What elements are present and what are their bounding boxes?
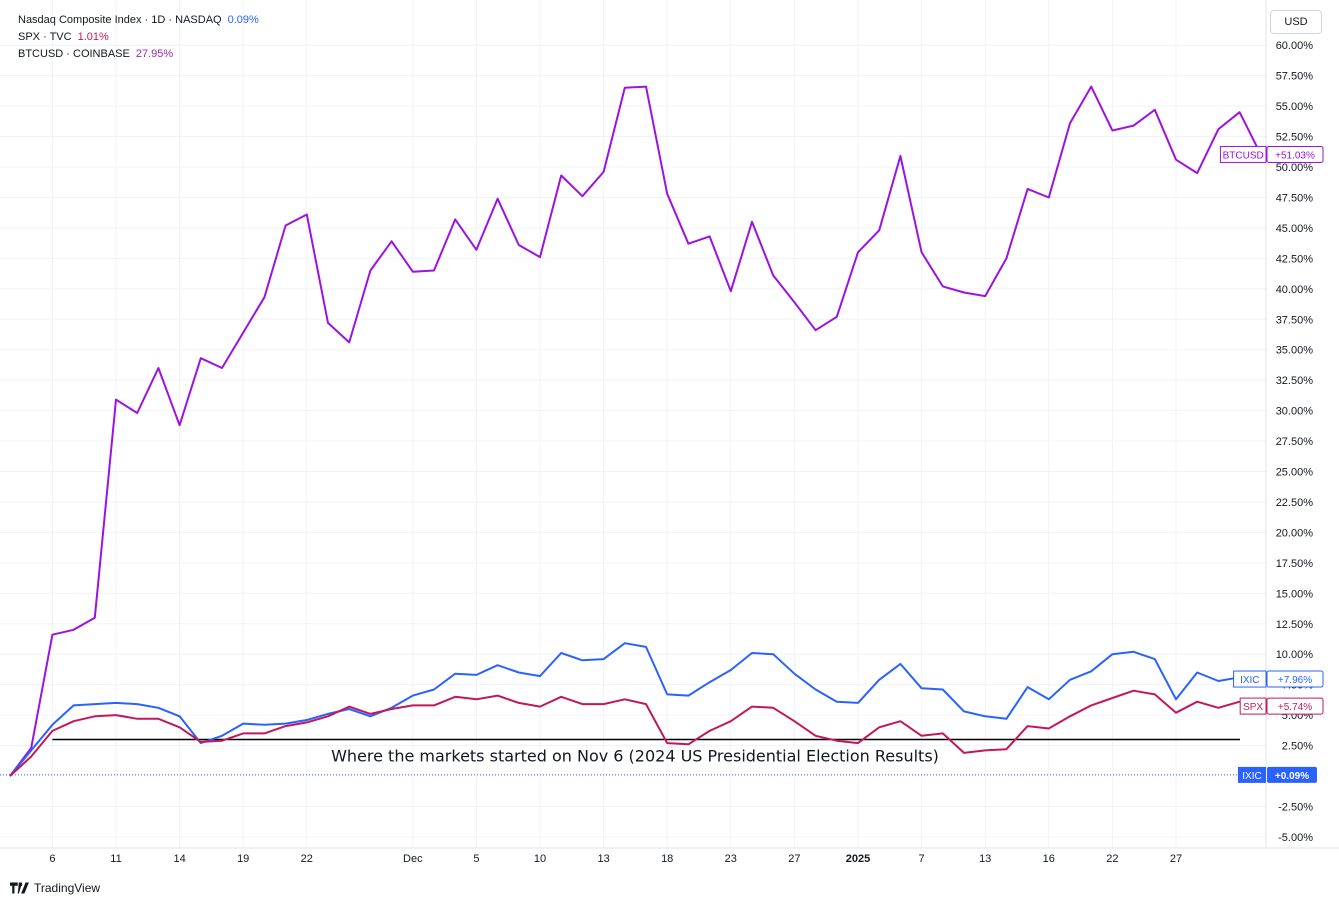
- y-tick-label: 45.00%: [1276, 223, 1314, 235]
- y-tick-label: 35.00%: [1276, 345, 1314, 357]
- legend-value: 0.09%: [227, 14, 259, 26]
- y-tick-label: 47.50%: [1276, 192, 1314, 204]
- reference-line-group: Where the markets started on Nov 6 (2024…: [52, 738, 1240, 765]
- y-tick-label: 15.00%: [1276, 588, 1314, 600]
- x-tick-label: 5: [473, 853, 479, 865]
- legend-name: BTCUSD · COINBASE: [18, 48, 130, 60]
- y-tick-label: -2.50%: [1278, 801, 1313, 813]
- x-tick-label: 18: [661, 853, 673, 865]
- legend-row-ixic[interactable]: Nasdaq Composite Index · 1D · NASDAQ 0.09…: [18, 12, 259, 29]
- series-lines: [9, 85, 1262, 777]
- series-label-btcusd: BTCUSD +51.03%: [1219, 145, 1324, 163]
- tradingview-logo[interactable]: TradingView: [10, 881, 100, 895]
- series-label-spx: SPX +5.74%: [1239, 697, 1324, 715]
- x-tick-label: 6: [49, 853, 55, 865]
- y-tick-label: 17.50%: [1276, 558, 1314, 570]
- tradingview-logo-icon: [10, 882, 29, 894]
- series-label-value: +5.74%: [1278, 702, 1312, 713]
- y-tick-label: 57.50%: [1276, 71, 1314, 83]
- y-tick-label: 37.50%: [1276, 314, 1314, 326]
- x-axis-ticks[interactable]: 6 11 14 19 22 Dec 5 10 13 18 23 27 2025 7 13 16 22 27: [49, 853, 1182, 865]
- brand-name: TradingView: [34, 881, 101, 895]
- series-label-name-box: [1239, 697, 1267, 715]
- y-tick-label: 42.50%: [1276, 253, 1314, 265]
- series-labels: BTCUSD +51.03% IXIC +7.96% SPX +5.74% IXIC +0.0…: [1219, 145, 1324, 783]
- x-tick-label: 11: [110, 853, 121, 865]
- axes: [0, 0, 1339, 849]
- series-label-ixic: IXIC +0.09%: [1238, 766, 1317, 783]
- legend-value: 27.95%: [135, 48, 174, 60]
- x-tick-label: 22: [301, 853, 313, 865]
- series-line-btcusd: [9, 85, 1262, 777]
- series-line-ixic: [9, 642, 1261, 777]
- x-tick-label: 13: [597, 853, 609, 865]
- y-tick-label: 55.00%: [1276, 101, 1314, 113]
- y-tick-label: 2.50%: [1282, 741, 1313, 753]
- reference-annotation: Where the markets started on Nov 6 (2024…: [331, 746, 939, 765]
- x-tick-label: 22: [1106, 853, 1118, 865]
- x-tick-label: 27: [1170, 853, 1182, 865]
- y-tick-label: 27.50%: [1276, 436, 1314, 448]
- y-tick-label: 20.00%: [1276, 527, 1314, 539]
- series-label-name: IXIC: [1240, 675, 1259, 686]
- y-tick-label: 50.00%: [1276, 162, 1314, 174]
- series-label-ixic: IXIC +7.96%: [1233, 670, 1324, 688]
- x-tick-label: 16: [1043, 853, 1055, 865]
- currency-button[interactable]: USD: [1270, 10, 1322, 34]
- y-tick-label: 52.50%: [1276, 132, 1314, 144]
- y-tick-label: 10.00%: [1276, 649, 1314, 661]
- y-tick-label: 22.50%: [1276, 497, 1314, 509]
- series-label-name: IXIC: [1242, 771, 1261, 782]
- legend-row-btcusd[interactable]: BTCUSD · COINBASE 27.95%: [18, 46, 259, 63]
- series-label-value-box: [1267, 766, 1317, 783]
- y-tick-label: 40.00%: [1276, 284, 1314, 296]
- x-tick-label: 19: [237, 853, 249, 865]
- series-label-value: +7.96%: [1278, 675, 1312, 686]
- series-label-value-box: [1266, 670, 1324, 688]
- series-label-name-box: [1238, 766, 1266, 783]
- x-tick-label: 2025: [846, 853, 870, 865]
- x-tick-label: 14: [173, 853, 185, 865]
- x-tick-label: 10: [534, 853, 546, 865]
- series-label-value-box: [1266, 697, 1324, 715]
- legend-name: SPX · TVC: [18, 31, 72, 43]
- series-label-name-box: [1219, 145, 1267, 163]
- series-label-name: SPX: [1243, 702, 1263, 713]
- series-line-spx: [9, 689, 1262, 777]
- chart-legend: Nasdaq Composite Index · 1D · NASDAQ 0.09…: [18, 12, 259, 63]
- series-label-name-box: [1233, 670, 1267, 688]
- x-tick-label: Dec: [403, 853, 423, 865]
- x-tick-label: 27: [788, 853, 800, 865]
- y-tick-label: 12.50%: [1276, 619, 1314, 631]
- legend-name: Nasdaq Composite Index · 1D · NASDAQ: [18, 14, 222, 26]
- y-tick-label: 25.00%: [1276, 467, 1314, 479]
- series-label-value: +51.03%: [1275, 150, 1315, 161]
- series-label-value: +0.09%: [1275, 771, 1309, 782]
- x-tick-label: 7: [919, 853, 925, 865]
- series-label-name: BTCUSD: [1223, 150, 1264, 161]
- x-tick-label: 23: [725, 853, 737, 865]
- legend-value: 1.01%: [77, 31, 109, 43]
- legend-row-spx[interactable]: SPX · TVC 1.01%: [18, 29, 259, 46]
- y-tick-label: 32.50%: [1276, 375, 1314, 387]
- y-tick-label: -5.00%: [1278, 832, 1313, 844]
- grid: [0, 0, 1266, 848]
- x-tick-label: 13: [979, 853, 991, 865]
- y-tick-label: 60.00%: [1276, 40, 1314, 52]
- y-tick-label: 30.00%: [1276, 406, 1314, 418]
- series-label-value-box: [1266, 145, 1324, 163]
